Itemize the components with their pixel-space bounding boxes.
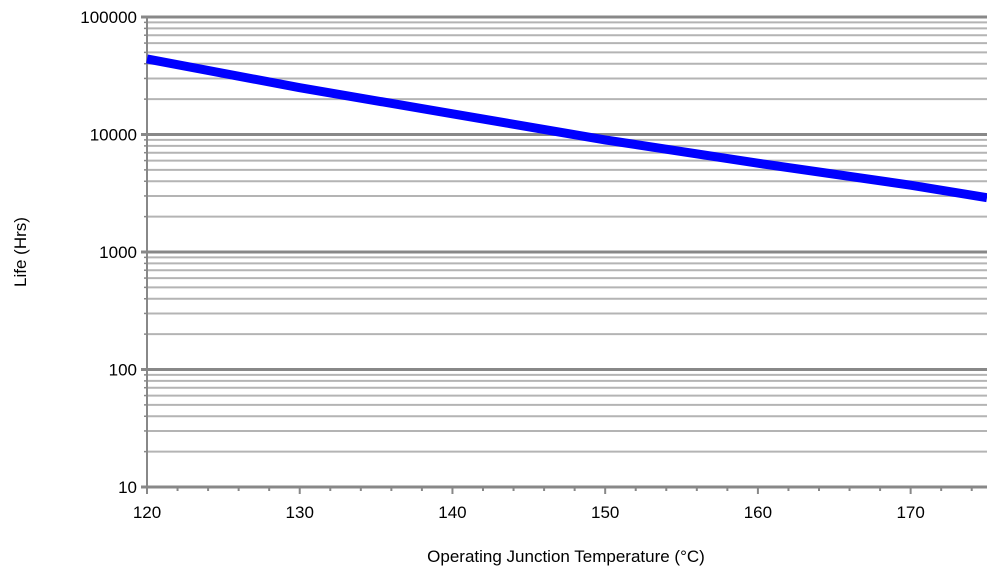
y-axis-tick-labels: 10 100 1000 10000 100000 [80,8,137,497]
x-axis-tick-labels: 120 130 140 150 160 170 [133,503,925,522]
y-axis-title: Life (Hrs) [11,217,30,287]
y-tick-label: 10000 [90,126,137,145]
x-tick-label: 160 [744,503,772,522]
x-tick-label: 140 [438,503,466,522]
x-axis-title: Operating Junction Temperature (°C) [427,547,705,566]
x-tick-label: 150 [591,503,619,522]
y-tick-label: 100000 [80,8,137,27]
x-tick-label: 130 [286,503,314,522]
series-group [146,54,987,203]
y-tick-label: 10 [118,478,137,497]
y-tick-label: 1000 [99,243,137,262]
y-tick-label: 100 [109,361,137,380]
axes [144,17,987,488]
x-axis-ticks [146,487,973,494]
grid-lines [141,15,987,489]
x-tick-label: 120 [133,503,161,522]
x-tick-label: 170 [896,503,924,522]
series-line [146,54,987,203]
